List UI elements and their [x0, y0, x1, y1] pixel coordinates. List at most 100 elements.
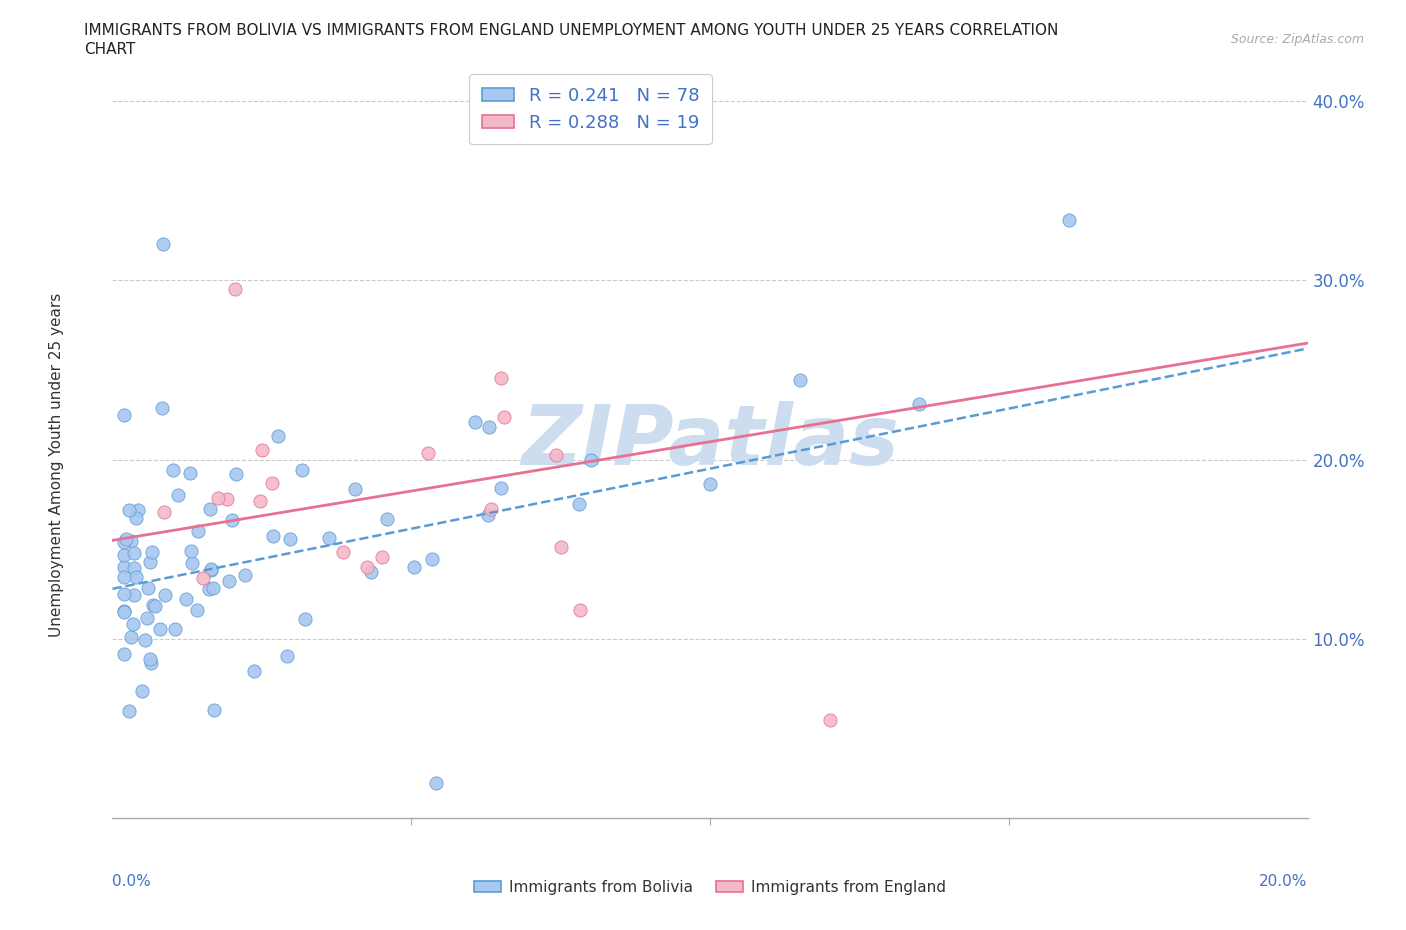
Point: [215, 492, 238, 507]
Point: [200, 561, 222, 576]
Point: [114, 548, 135, 563]
Point: [276, 648, 298, 663]
Point: [1057, 212, 1080, 227]
Point: [489, 481, 512, 496]
Point: [425, 775, 447, 790]
Point: [278, 532, 301, 547]
Point: [420, 551, 443, 566]
Point: [356, 559, 378, 574]
Point: [218, 573, 240, 588]
Point: [114, 407, 135, 422]
Point: [569, 603, 592, 618]
Point: [142, 598, 165, 613]
Point: [494, 409, 516, 424]
Point: [332, 545, 354, 560]
Point: [174, 591, 197, 606]
Point: [478, 419, 501, 434]
Point: [479, 501, 502, 516]
Point: [143, 599, 166, 614]
Point: [191, 571, 214, 586]
Point: [260, 475, 283, 490]
Text: 20.0%: 20.0%: [1260, 874, 1308, 889]
Point: [464, 415, 486, 430]
Text: ZIPatlas: ZIPatlas: [522, 401, 898, 483]
Point: [127, 502, 149, 517]
Point: [200, 501, 222, 516]
Point: [477, 508, 499, 523]
Point: [224, 282, 246, 297]
Point: [120, 533, 142, 548]
Point: [233, 567, 256, 582]
Point: [568, 497, 591, 512]
Point: [789, 372, 811, 387]
Point: [153, 504, 176, 519]
Point: [125, 511, 148, 525]
Point: [135, 610, 157, 625]
Point: [152, 237, 174, 252]
Point: [114, 569, 135, 584]
Point: [149, 622, 172, 637]
Point: [141, 545, 163, 560]
Point: [122, 561, 145, 576]
Point: [118, 503, 141, 518]
Point: [908, 396, 931, 411]
Point: [125, 569, 148, 584]
Point: [179, 466, 201, 481]
Point: [138, 651, 160, 666]
Point: [250, 443, 273, 458]
Point: [138, 555, 160, 570]
Point: [131, 684, 153, 698]
Point: [150, 401, 173, 416]
Point: [370, 550, 392, 565]
Point: [155, 588, 177, 603]
Point: [546, 447, 568, 462]
Point: [122, 545, 145, 560]
Point: [243, 664, 266, 679]
Point: [294, 612, 316, 627]
Text: Unemployment Among Youth under 25 years: Unemployment Among Youth under 25 years: [49, 293, 63, 637]
Point: [489, 370, 512, 385]
Point: [318, 530, 340, 545]
Point: [117, 703, 139, 718]
Point: [404, 560, 426, 575]
Text: Source: ZipAtlas.com: Source: ZipAtlas.com: [1230, 33, 1364, 46]
Point: [221, 512, 243, 527]
Point: [360, 565, 382, 579]
Point: [136, 580, 159, 595]
Text: CHART: CHART: [84, 42, 136, 57]
Point: [207, 490, 229, 505]
Point: [114, 605, 135, 620]
Point: [115, 531, 138, 546]
Point: [114, 535, 135, 550]
Point: [267, 428, 290, 443]
Point: [291, 462, 314, 477]
Point: [163, 621, 186, 636]
Point: [416, 445, 439, 460]
Point: [200, 563, 222, 578]
Point: [343, 482, 366, 497]
Point: [120, 630, 142, 644]
Legend: Immigrants from Bolivia, Immigrants from England: Immigrants from Bolivia, Immigrants from…: [468, 874, 952, 901]
Point: [124, 588, 146, 603]
Point: [114, 560, 135, 575]
Point: [579, 452, 602, 467]
Point: [121, 617, 143, 631]
Point: [375, 512, 398, 526]
Point: [186, 603, 208, 618]
Text: IMMIGRANTS FROM BOLIVIA VS IMMIGRANTS FROM ENGLAND UNEMPLOYMENT AMONG YOUTH UNDE: IMMIGRANTS FROM BOLIVIA VS IMMIGRANTS FR…: [84, 23, 1059, 38]
Point: [114, 646, 135, 661]
Point: [699, 477, 721, 492]
Point: [818, 712, 841, 727]
Point: [198, 581, 221, 596]
Point: [225, 466, 247, 481]
Text: 0.0%: 0.0%: [112, 874, 152, 889]
Point: [187, 524, 209, 538]
Point: [181, 555, 204, 570]
Point: [180, 543, 202, 558]
Point: [550, 539, 572, 554]
Point: [167, 487, 190, 502]
Point: [134, 632, 156, 647]
Point: [114, 587, 135, 602]
Point: [162, 462, 184, 477]
Point: [202, 580, 225, 595]
